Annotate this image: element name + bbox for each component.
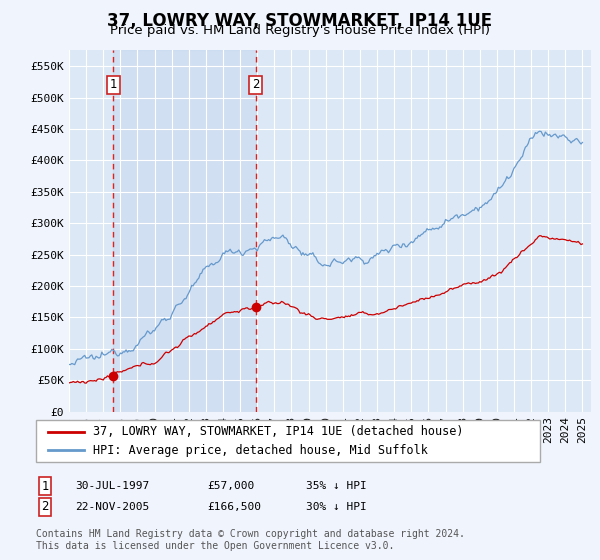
Text: Contains HM Land Registry data © Crown copyright and database right 2024.
This d: Contains HM Land Registry data © Crown c… xyxy=(36,529,465,551)
Text: 35% ↓ HPI: 35% ↓ HPI xyxy=(306,481,367,491)
Text: 2: 2 xyxy=(252,78,259,91)
Text: 30% ↓ HPI: 30% ↓ HPI xyxy=(306,502,367,512)
Text: 2: 2 xyxy=(41,500,49,514)
Text: 1: 1 xyxy=(41,479,49,493)
Text: HPI: Average price, detached house, Mid Suffolk: HPI: Average price, detached house, Mid … xyxy=(93,444,428,457)
Text: 22-NOV-2005: 22-NOV-2005 xyxy=(75,502,149,512)
Text: £57,000: £57,000 xyxy=(207,481,254,491)
Bar xyxy=(113,50,256,412)
Text: £166,500: £166,500 xyxy=(207,502,261,512)
Text: 37, LOWRY WAY, STOWMARKET, IP14 1UE: 37, LOWRY WAY, STOWMARKET, IP14 1UE xyxy=(107,12,493,30)
Text: Price paid vs. HM Land Registry's House Price Index (HPI): Price paid vs. HM Land Registry's House … xyxy=(110,24,490,36)
Text: 30-JUL-1997: 30-JUL-1997 xyxy=(75,481,149,491)
Text: 37, LOWRY WAY, STOWMARKET, IP14 1UE (detached house): 37, LOWRY WAY, STOWMARKET, IP14 1UE (det… xyxy=(93,425,464,438)
Text: 1: 1 xyxy=(109,78,117,91)
